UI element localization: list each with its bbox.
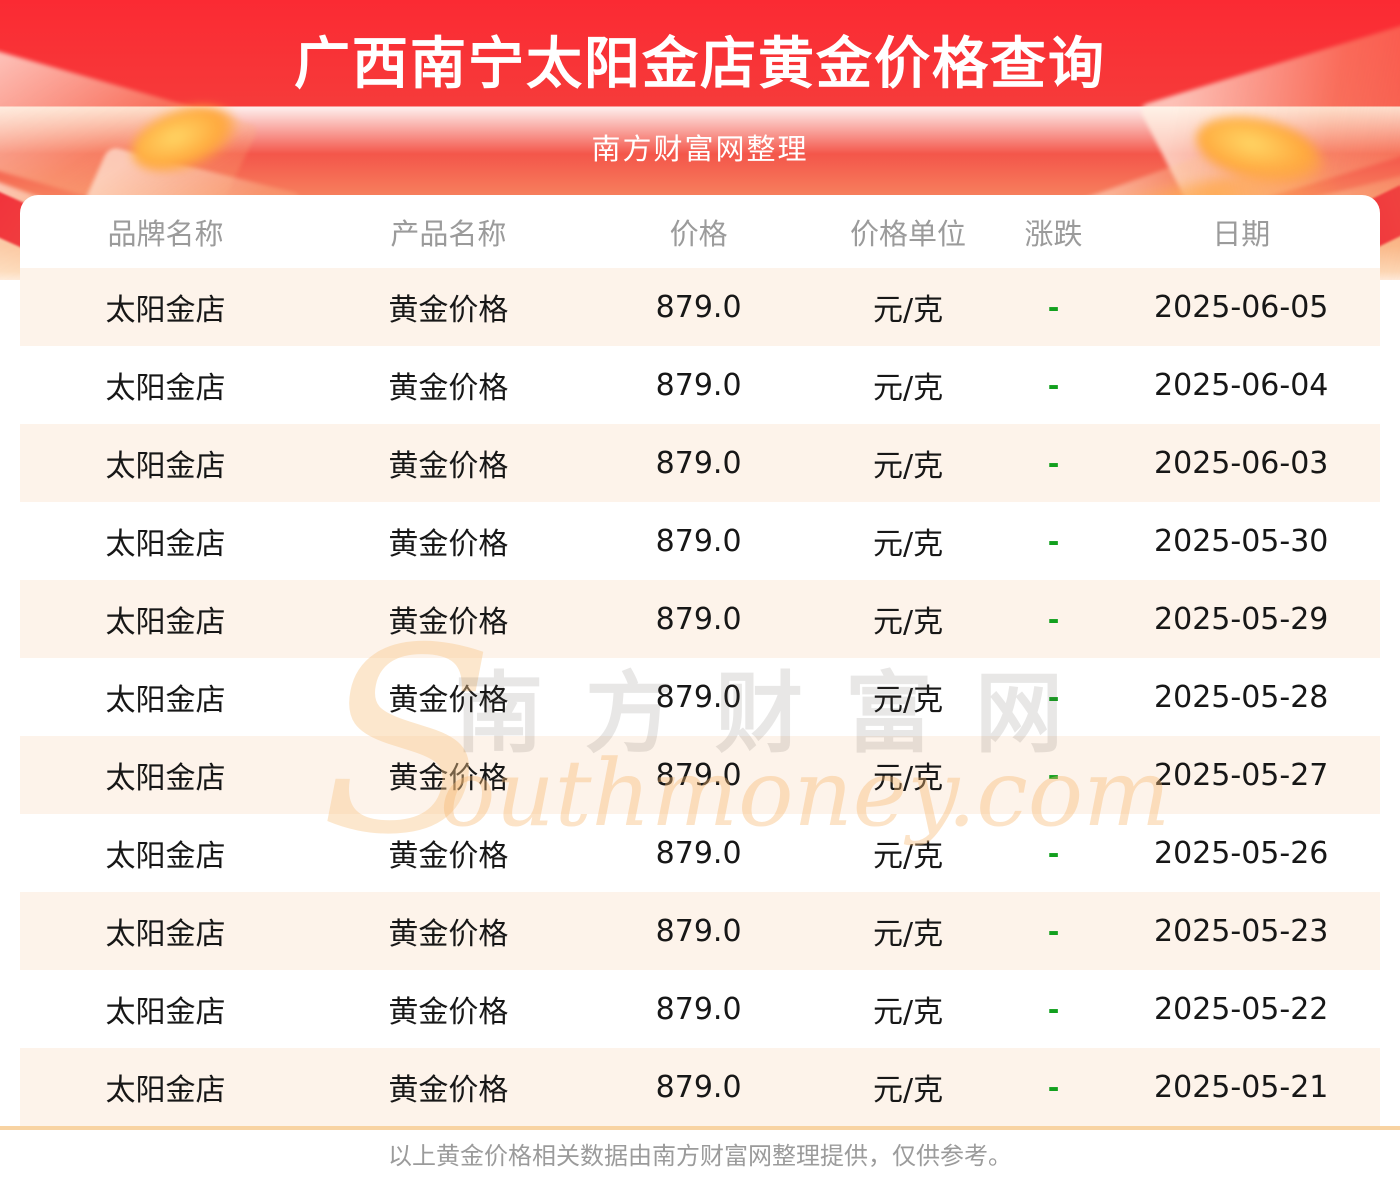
price-cell: 879.0 [655, 991, 742, 1027]
price-cell: 879.0 [655, 523, 742, 559]
header-change: 涨跌 [1024, 216, 1083, 251]
product-cell: 黄金价格 [388, 839, 509, 874]
product-cell: 黄金价格 [388, 1073, 509, 1108]
table-row: 太阳金店 黄金价格 879.0 元/克 - 2025-05-27 [20, 736, 1380, 814]
brand-cell: 太阳金店 [105, 917, 226, 952]
product-cell: 黄金价格 [388, 449, 509, 484]
price-cell: 879.0 [655, 445, 742, 481]
change-cell: - [1047, 914, 1060, 948]
table-row: 太阳金店 黄金价格 879.0 元/克 - 2025-05-30 [20, 502, 1380, 580]
header-brand: 品牌名称 [107, 216, 224, 251]
table-header-row: 品牌名称 产品名称 价格 价格单位 涨跌 日期 [20, 195, 1380, 268]
brand-cell: 太阳金店 [105, 527, 226, 562]
brand-cell: 太阳金店 [105, 449, 226, 484]
product-cell: 黄金价格 [388, 995, 509, 1030]
date-cell: 2025-06-05 [1154, 289, 1329, 325]
header-unit: 价格单位 [850, 216, 967, 251]
product-cell: 黄金价格 [388, 683, 509, 718]
table-row: 太阳金店 黄金价格 879.0 元/克 - 2025-06-03 [20, 424, 1380, 502]
brand-cell: 太阳金店 [105, 371, 226, 406]
unit-cell: 元/克 [873, 1073, 944, 1108]
price-cell: 879.0 [655, 679, 742, 715]
page-title: 广西南宁太阳金店黄金价格查询 [294, 32, 1106, 97]
change-cell: - [1047, 290, 1060, 324]
table-row: 太阳金店 黄金价格 879.0 元/克 - 2025-05-28 [20, 658, 1380, 736]
price-cell: 879.0 [655, 367, 742, 403]
table-row: 太阳金店 黄金价格 879.0 元/克 - 2025-05-29 [20, 580, 1380, 658]
unit-cell: 元/克 [873, 371, 944, 406]
date-cell: 2025-05-23 [1154, 913, 1329, 949]
date-cell: 2025-05-22 [1154, 991, 1329, 1027]
unit-cell: 元/克 [873, 293, 944, 328]
page-subtitle: 南方财富网整理 [591, 132, 809, 166]
brand-cell: 太阳金店 [105, 995, 226, 1030]
table-row: 太阳金店 黄金价格 879.0 元/克 - 2025-05-26 [20, 814, 1380, 892]
unit-cell: 元/克 [873, 761, 944, 796]
price-cell: 879.0 [655, 601, 742, 637]
table-row: 太阳金店 黄金价格 879.0 元/克 - 2025-05-23 [20, 892, 1380, 970]
date-cell: 2025-05-27 [1154, 757, 1329, 793]
brand-cell: 太阳金店 [105, 293, 226, 328]
brand-cell: 太阳金店 [105, 1073, 226, 1108]
header-product: 产品名称 [390, 216, 507, 251]
date-cell: 2025-06-03 [1154, 445, 1329, 481]
change-cell: - [1047, 1070, 1060, 1104]
change-cell: - [1047, 446, 1060, 480]
table-body: 太阳金店 黄金价格 879.0 元/克 - 2025-06-05 太阳金店 黄金… [20, 268, 1380, 1126]
unit-cell: 元/克 [873, 995, 944, 1030]
change-cell: - [1047, 602, 1060, 636]
unit-cell: 元/克 [873, 917, 944, 952]
unit-cell: 元/克 [873, 839, 944, 874]
header-date: 日期 [1212, 216, 1271, 251]
price-table-card: 品牌名称 产品名称 价格 价格单位 涨跌 日期 太阳金店 黄金价格 879.0 … [20, 195, 1380, 1126]
date-cell: 2025-05-26 [1154, 835, 1329, 871]
table-row: 太阳金店 黄金价格 879.0 元/克 - 2025-06-05 [20, 268, 1380, 346]
unit-cell: 元/克 [873, 683, 944, 718]
brand-cell: 太阳金店 [105, 683, 226, 718]
brand-cell: 太阳金店 [105, 761, 226, 796]
unit-cell: 元/克 [873, 527, 944, 562]
footer-note: 以上黄金价格相关数据由南方财富网整理提供，仅供参考。 [388, 1142, 1012, 1170]
header-price: 价格 [669, 216, 728, 251]
table-bottom-divider [0, 1126, 1400, 1130]
date-cell: 2025-05-30 [1154, 523, 1329, 559]
brand-cell: 太阳金店 [105, 839, 226, 874]
price-cell: 879.0 [655, 289, 742, 325]
unit-cell: 元/克 [873, 449, 944, 484]
price-cell: 879.0 [655, 1069, 742, 1105]
change-cell: - [1047, 680, 1060, 714]
change-cell: - [1047, 524, 1060, 558]
table-row: 太阳金店 黄金价格 879.0 元/克 - 2025-05-22 [20, 970, 1380, 1048]
product-cell: 黄金价格 [388, 293, 509, 328]
date-cell: 2025-05-28 [1154, 679, 1329, 715]
product-cell: 黄金价格 [388, 371, 509, 406]
price-cell: 879.0 [655, 835, 742, 871]
date-cell: 2025-05-29 [1154, 601, 1329, 637]
date-cell: 2025-05-21 [1154, 1069, 1329, 1105]
change-cell: - [1047, 368, 1060, 402]
product-cell: 黄金价格 [388, 761, 509, 796]
change-cell: - [1047, 758, 1060, 792]
page-footer: 以上黄金价格相关数据由南方财富网整理提供，仅供参考。 [0, 1130, 1400, 1177]
product-cell: 黄金价格 [388, 605, 509, 640]
unit-cell: 元/克 [873, 605, 944, 640]
date-cell: 2025-06-04 [1154, 367, 1329, 403]
change-cell: - [1047, 836, 1060, 870]
brand-cell: 太阳金店 [105, 605, 226, 640]
table-row: 太阳金店 黄金价格 879.0 元/克 - 2025-06-04 [20, 346, 1380, 424]
product-cell: 黄金价格 [388, 527, 509, 562]
price-cell: 879.0 [655, 913, 742, 949]
product-cell: 黄金价格 [388, 917, 509, 952]
price-cell: 879.0 [655, 757, 742, 793]
table-row: 太阳金店 黄金价格 879.0 元/克 - 2025-05-21 [20, 1048, 1380, 1126]
change-cell: - [1047, 992, 1060, 1026]
